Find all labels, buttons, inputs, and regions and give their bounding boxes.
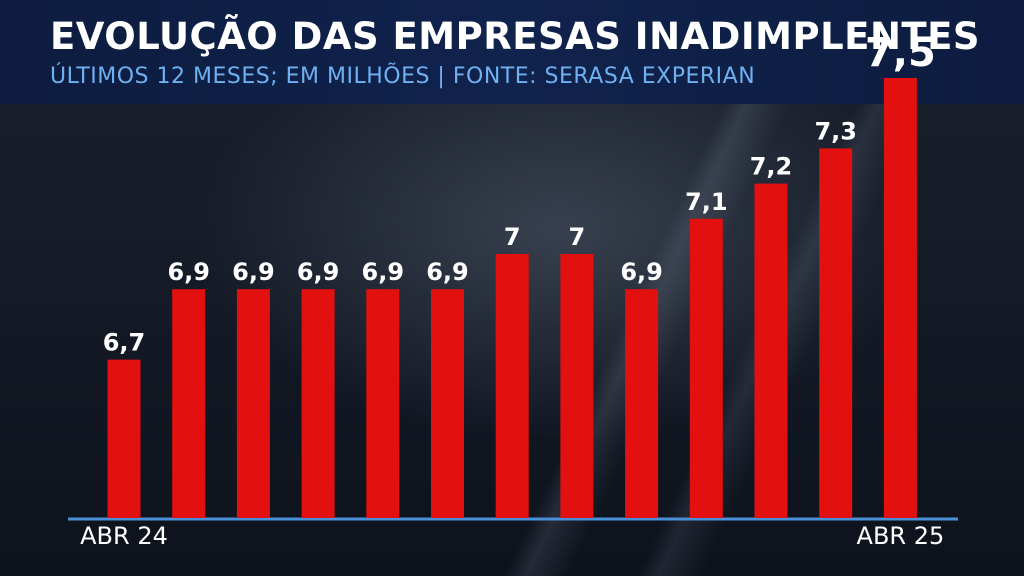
bar-10 bbox=[689, 218, 723, 519]
bar-value-label-11: 7,2 bbox=[750, 153, 793, 181]
bar-value-label-3: 6,9 bbox=[232, 258, 275, 286]
bar-5 bbox=[366, 289, 400, 518]
bar-8 bbox=[560, 254, 594, 518]
x-tick-label-1: ABR 24 bbox=[80, 522, 168, 550]
bar-value-label-2: 6,9 bbox=[167, 258, 210, 286]
bar-value-label-4: 6,9 bbox=[297, 258, 340, 286]
bar-6 bbox=[431, 289, 464, 518]
bar-value-label-13: 7,5 bbox=[865, 30, 936, 76]
bar-value-label-10: 7,1 bbox=[685, 188, 728, 216]
bar-12 bbox=[819, 148, 853, 518]
bar-value-label-8: 7 bbox=[569, 223, 586, 251]
bar-value-label-9: 6,9 bbox=[620, 258, 663, 286]
chart-header: EVOLUÇÃO DAS EMPRESAS INADIMPLENTES ÚLTI… bbox=[0, 0, 1024, 104]
bar-value-label-6: 6,9 bbox=[426, 258, 469, 286]
bar-value-label-7: 7 bbox=[504, 223, 521, 251]
bar-4 bbox=[301, 289, 335, 518]
bar-11 bbox=[754, 183, 788, 518]
bar-2 bbox=[172, 289, 206, 518]
chart-subtitle: ÚLTIMOS 12 MESES; EM MILHÕES | FONTE: SE… bbox=[50, 64, 756, 89]
chart-title: EVOLUÇÃO DAS EMPRESAS INADIMPLENTES bbox=[50, 15, 981, 58]
bar-value-label-1: 6,7 bbox=[103, 329, 146, 357]
bar-7 bbox=[495, 254, 529, 518]
x-tick-label-2: ABR 25 bbox=[857, 522, 945, 550]
bar-value-label-5: 6,9 bbox=[362, 258, 405, 286]
bar-value-label-12: 7,3 bbox=[814, 117, 857, 145]
bar-9 bbox=[625, 289, 659, 518]
bar-1 bbox=[107, 359, 141, 518]
bar-3 bbox=[236, 289, 270, 518]
bar-13 bbox=[883, 78, 917, 518]
